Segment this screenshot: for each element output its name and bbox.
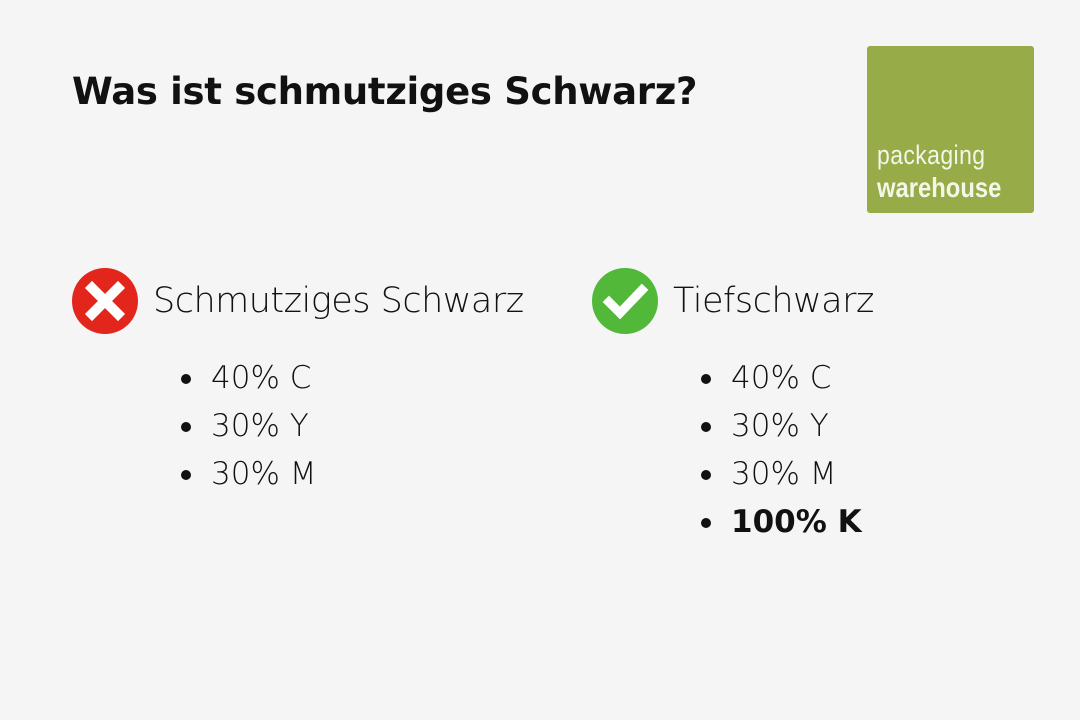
page-title: Was ist schmutziges Schwarz? [72,70,698,113]
check-icon [592,268,658,334]
packaging-warehouse-logo: packaging warehouse [867,46,1034,213]
dirty-black-column: Schmutziges Schwarz 40% C 30% Y 30% M [72,268,524,498]
column-heading: Tiefschwarz [673,281,874,321]
logo-line-1: packaging [877,140,986,170]
rich-black-column: Tiefschwarz 40% C 30% Y 30% M 100% K [592,268,874,546]
column-heading: Schmutziges Schwarz [153,281,524,321]
list-item: 40% C [181,354,524,402]
list-item-bold: 100% K [701,498,874,546]
list-item: 30% M [181,450,524,498]
list-item: 30% Y [181,402,524,450]
list-item: 30% Y [701,402,874,450]
ink-list: 40% C 30% Y 30% M 100% K [592,354,874,546]
cross-icon [72,268,138,334]
list-item: 40% C [701,354,874,402]
list-item: 30% M [701,450,874,498]
logo-line-2: warehouse [877,172,1002,203]
ink-list: 40% C 30% Y 30% M [72,354,524,498]
